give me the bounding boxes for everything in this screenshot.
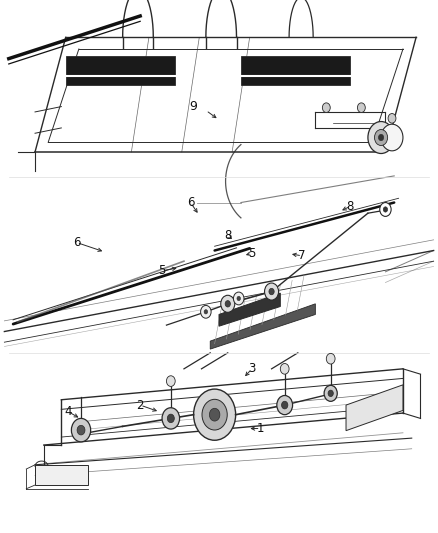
Text: 1: 1 [257, 422, 265, 435]
Circle shape [374, 130, 388, 146]
Circle shape [166, 376, 175, 386]
Text: 2: 2 [136, 399, 144, 411]
Circle shape [77, 425, 85, 435]
Circle shape [282, 401, 288, 409]
Circle shape [71, 418, 91, 442]
Text: 9: 9 [189, 100, 197, 113]
Circle shape [280, 364, 289, 374]
Polygon shape [35, 465, 88, 485]
Circle shape [328, 390, 333, 397]
Circle shape [368, 122, 394, 154]
Circle shape [381, 124, 403, 151]
Circle shape [383, 207, 388, 212]
Text: 5: 5 [248, 247, 255, 260]
Circle shape [162, 408, 180, 429]
Circle shape [237, 296, 240, 301]
Circle shape [378, 134, 384, 141]
Polygon shape [346, 385, 403, 431]
Circle shape [357, 103, 365, 112]
Circle shape [233, 292, 244, 305]
Text: 8: 8 [347, 200, 354, 213]
Circle shape [204, 310, 208, 314]
Circle shape [202, 399, 227, 430]
Circle shape [324, 385, 337, 401]
Circle shape [322, 103, 330, 112]
Circle shape [201, 305, 211, 318]
Text: 3: 3 [248, 362, 255, 375]
Circle shape [388, 114, 396, 123]
Polygon shape [219, 293, 280, 326]
Text: 5: 5 [159, 264, 166, 277]
Circle shape [326, 353, 335, 364]
Text: 7: 7 [298, 249, 306, 262]
Circle shape [269, 288, 274, 295]
Polygon shape [210, 304, 315, 349]
Circle shape [277, 395, 293, 415]
Polygon shape [241, 56, 350, 85]
Polygon shape [66, 56, 175, 85]
Text: 6: 6 [187, 196, 194, 209]
Circle shape [194, 389, 236, 440]
Text: 8: 8 [224, 229, 231, 242]
Circle shape [167, 414, 174, 423]
Text: 6: 6 [73, 236, 81, 249]
Circle shape [209, 408, 220, 421]
Circle shape [265, 283, 279, 300]
Circle shape [380, 203, 391, 216]
Circle shape [221, 295, 235, 312]
Circle shape [225, 301, 230, 307]
Text: 4: 4 [64, 405, 72, 418]
